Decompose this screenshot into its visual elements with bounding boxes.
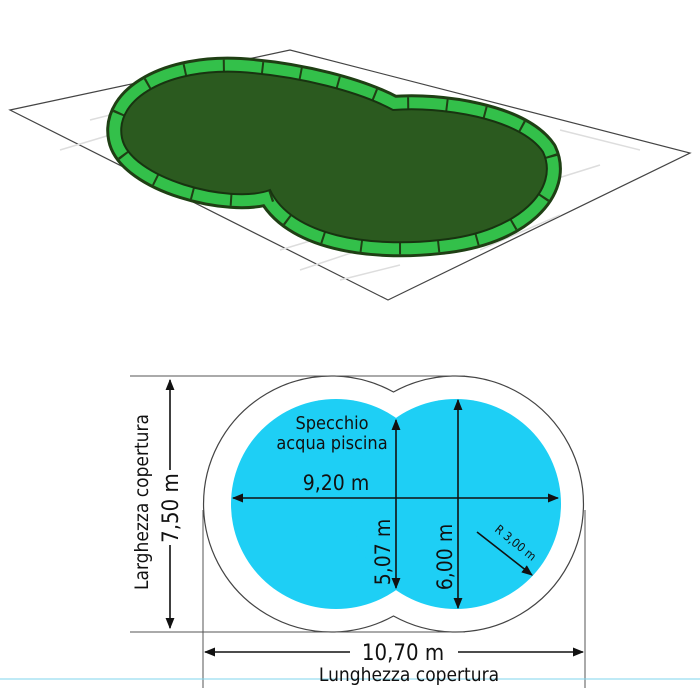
cover-length-value: 10,70 m [362, 641, 444, 666]
pool-cover-illustration [8, 49, 692, 301]
cover-surface [120, 70, 548, 244]
pool-cover [106, 56, 562, 258]
cover-width-value: 7,50 m [159, 473, 184, 543]
lobe-diameter-label: 6,00 m [433, 524, 457, 590]
cover-width-label: Larghezza copertura [131, 414, 153, 590]
pool-plan: Specchio acqua piscina 9,20 m 5,07 m 6,0… [0, 375, 700, 688]
water-label-line2: acqua piscina [276, 433, 387, 454]
neck-width-label: 5,07 m [371, 519, 395, 585]
radius-arrow [476, 531, 533, 576]
cover-length-label: Lunghezza copertura [319, 664, 499, 686]
water-label-line1: Specchio [295, 413, 368, 434]
extension-lines [130, 375, 586, 688]
length-water-label: 9,20 m [303, 471, 369, 495]
